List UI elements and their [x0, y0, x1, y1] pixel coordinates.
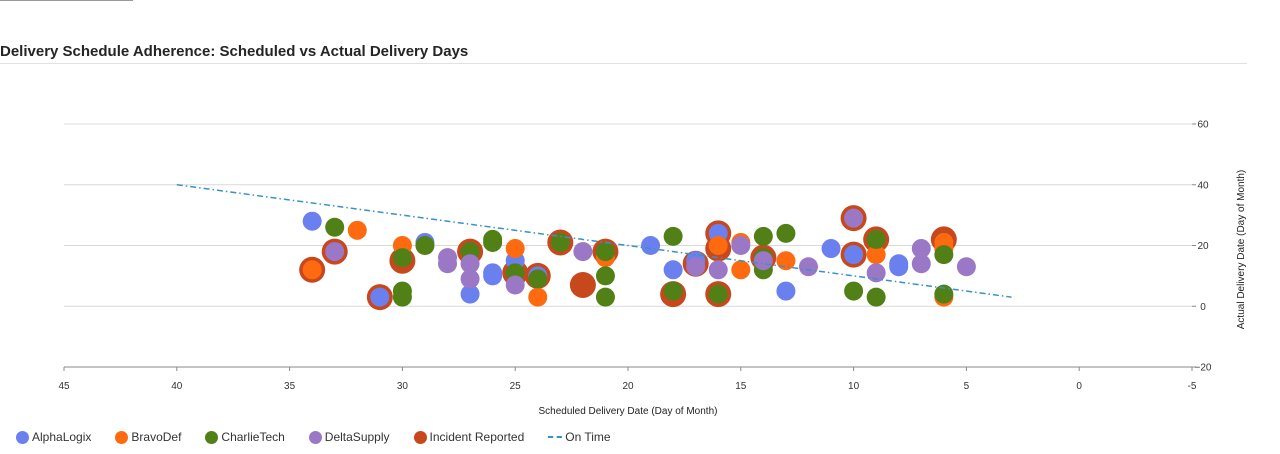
alphalogix-point: [776, 281, 796, 301]
x-tick-label: 5: [964, 381, 970, 392]
charlietech-point: [663, 281, 683, 301]
alphalogix-point: [641, 236, 661, 255]
charlietech-point: [844, 281, 864, 301]
deltasupply-point: [708, 260, 728, 280]
charlietech-point: [595, 242, 615, 262]
legend-item-incident-reported[interactable]: Incident Reported: [413, 430, 525, 444]
charlietech-point: [595, 266, 615, 286]
legend-swatch: [308, 430, 322, 444]
scatter-chart: −20 0 20 40 60 45 40 35 30 25 20 15 10 5 0 -5 Scheduled …: [58, 120, 1247, 418]
charlietech-point: [776, 223, 796, 243]
x-tick-label: 45: [58, 381, 70, 392]
legend-item-deltasupply[interactable]: DeltaSupply: [308, 430, 390, 444]
bravodef-point: [731, 260, 751, 280]
x-tick-label: -5: [1188, 381, 1197, 392]
bravodef-point: [505, 239, 525, 259]
top-tab-indicator: [0, 0, 133, 1]
charlietech-point: [595, 287, 615, 307]
y-axis-title: Actual Delivery Date (Day of Month): [1236, 170, 1247, 330]
alphalogix-point: [889, 257, 909, 277]
chart-legend: AlphaLogix BravoDef CharlieTech DeltaSupply…: [16, 430, 635, 444]
charlietech-point: [392, 287, 412, 307]
deltasupply-point: [460, 254, 480, 274]
legend-item-charlietech[interactable]: CharlieTech: [205, 430, 285, 444]
charlietech-point: [866, 229, 886, 249]
legend-swatch: [16, 430, 29, 444]
deltasupply-point: [844, 208, 864, 228]
y-tick-label: 40: [1197, 180, 1209, 191]
charlietech-point: [934, 245, 954, 265]
deltasupply-point: [460, 269, 480, 289]
charlietech-point: [708, 284, 728, 304]
bravodef-point: [528, 287, 548, 307]
alphalogix-point: [460, 284, 480, 304]
deltasupply-point: [686, 257, 706, 277]
alphalogix-point: [370, 287, 390, 307]
legend-label: DeltaSupply: [324, 430, 390, 444]
deltasupply-point: [911, 254, 931, 274]
x-tick-label: 35: [284, 381, 296, 392]
y-tick-label: 20: [1197, 241, 1209, 252]
deltasupply-point: [753, 251, 773, 271]
bravodef-point: [347, 220, 367, 240]
legend-swatch: [115, 430, 129, 444]
legend-swatch: [548, 436, 563, 438]
legend-item-alphalogix[interactable]: AlphaLogix: [16, 430, 91, 444]
x-axis-title: Scheduled Delivery Date (Day of Month): [539, 406, 718, 417]
alphalogix-point: [663, 260, 683, 280]
x-tick-label: 10: [848, 381, 860, 392]
deltasupply-point: [911, 239, 931, 259]
bravodef-point: [708, 236, 728, 255]
deltasupply-point: [731, 236, 751, 255]
alphalogix-point: [302, 211, 322, 231]
legend-label: CharlieTech: [221, 430, 285, 444]
charlietech-point: [753, 226, 773, 246]
title-divider: [0, 63, 1247, 64]
alphalogix-point: [844, 245, 864, 265]
x-tick-label: 25: [510, 381, 522, 392]
x-tick-label: 40: [171, 381, 183, 392]
deltasupply-point: [325, 242, 345, 262]
charlietech-point: [528, 269, 548, 289]
alphalogix-point: [483, 263, 503, 283]
incident-point: [569, 271, 596, 298]
x-tick-label: 30: [397, 381, 409, 392]
charlietech-point: [483, 232, 503, 252]
x-tick-label: 20: [622, 381, 634, 392]
charlietech-point: [415, 236, 435, 255]
charlietech-point: [663, 226, 683, 246]
x-tick-label: 0: [1076, 381, 1082, 392]
x-tick-label: 15: [735, 381, 747, 392]
alphalogix-point: [821, 239, 841, 259]
deltasupply-point: [956, 257, 976, 277]
deltasupply-point: [866, 263, 886, 283]
legend-item-bravodef[interactable]: BravoDef: [115, 430, 181, 444]
legend-label: Incident Reported: [429, 430, 525, 444]
y-tick-label: 0: [1200, 302, 1206, 313]
deltasupply-point: [438, 254, 458, 274]
on-time-line: [176, 184, 1012, 298]
charlietech-point: [325, 217, 345, 237]
page-title: Delivery Schedule Adherence: Scheduled v…: [0, 43, 469, 60]
legend-label: AlphaLogix: [32, 430, 92, 444]
charlietech-point: [866, 287, 886, 307]
deltasupply-point: [798, 257, 818, 277]
deltasupply-point: [505, 275, 525, 295]
bravodef-point: [302, 260, 322, 280]
charlietech-point: [392, 248, 412, 268]
legend-item-on-time[interactable]: On Time: [548, 430, 611, 444]
legend-label: BravoDef: [131, 430, 182, 444]
legend-label: On Time: [565, 430, 611, 444]
y-tick-label: 60: [1197, 120, 1209, 131]
y-tick-label: −20: [1195, 363, 1212, 374]
bravodef-point: [866, 245, 886, 265]
legend-swatch: [205, 430, 219, 444]
deltasupply-point: [573, 242, 593, 262]
legend-swatch: [413, 430, 427, 444]
